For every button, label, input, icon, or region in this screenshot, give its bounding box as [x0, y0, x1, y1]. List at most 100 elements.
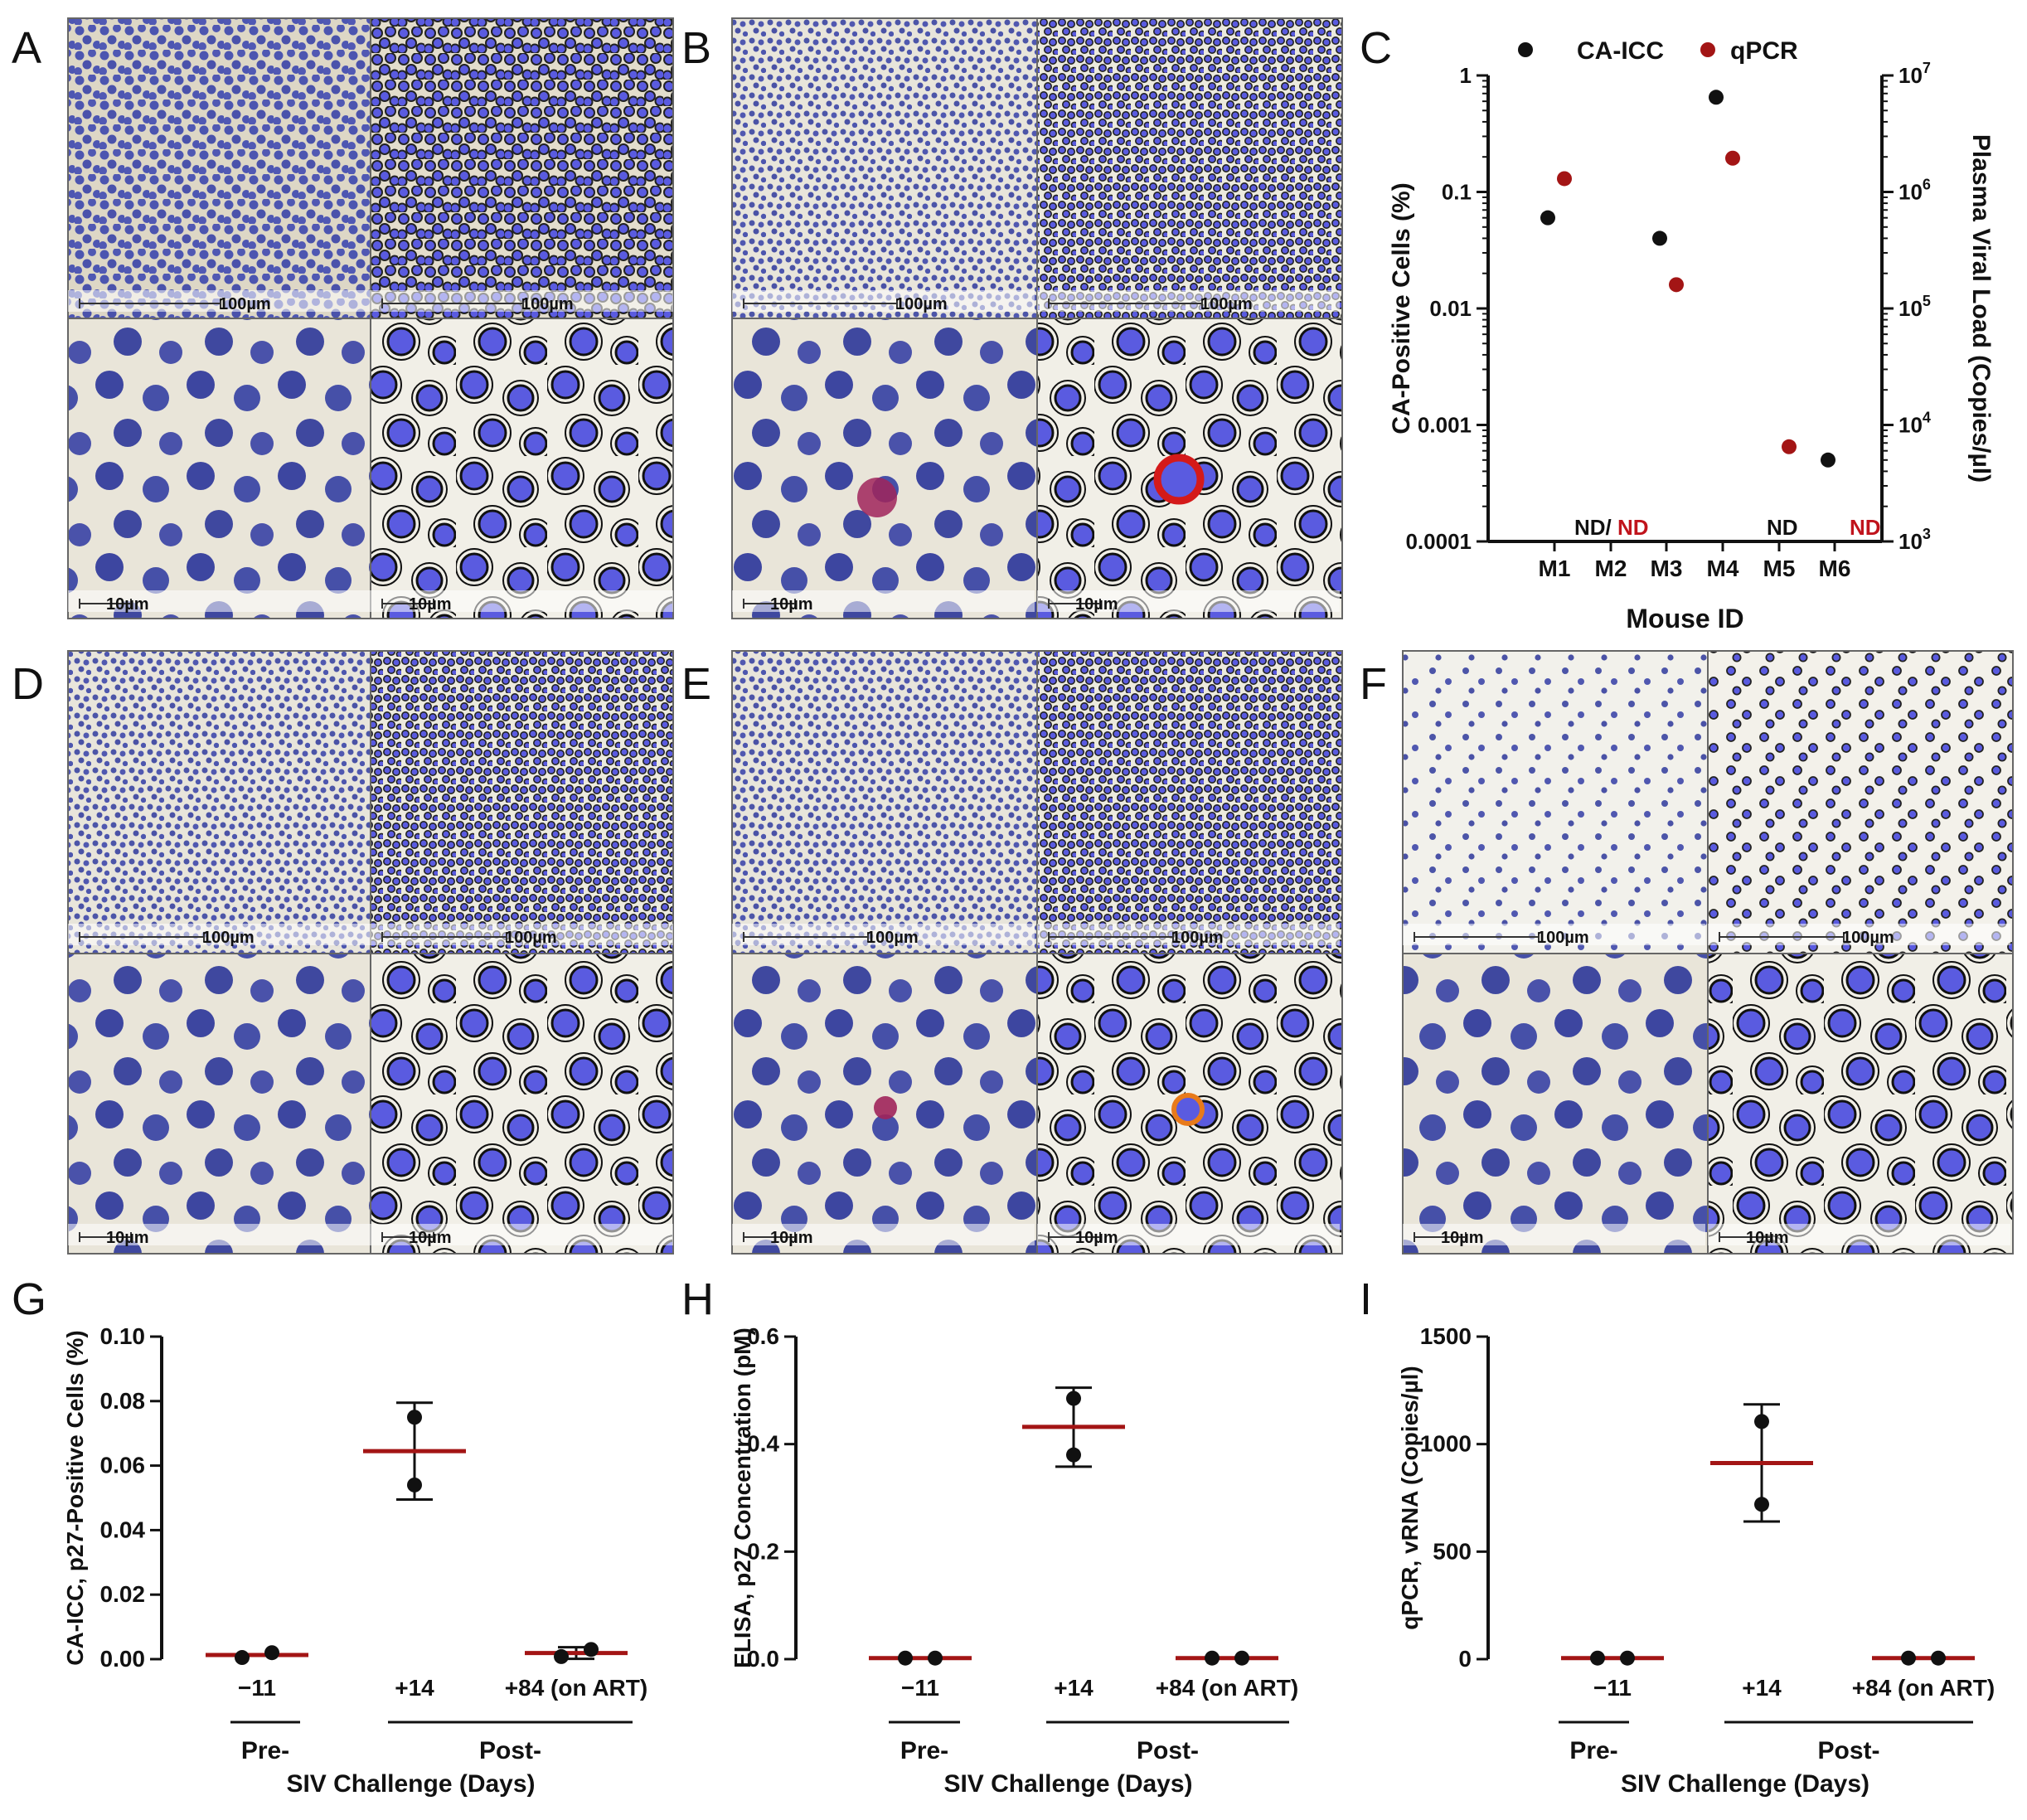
- c-x-tick-label: M6: [1819, 556, 1851, 581]
- micrograph-panel-e: [731, 650, 1343, 1255]
- c-legend-label-ca-icc: CA-ICC: [1577, 37, 1664, 65]
- g-data-point: [584, 1642, 599, 1657]
- micrograph-f-bottom-right: [1708, 954, 2013, 1254]
- scale-bar-label: 10µm: [1075, 595, 1118, 614]
- c-left-tick-label: 0.0001: [1405, 529, 1472, 554]
- scale-bar-backdrop: [1037, 924, 1340, 945]
- panel-label-e: E: [681, 659, 711, 709]
- i-data-point: [1620, 1650, 1635, 1666]
- g-y-tick-label: 0.00: [100, 1646, 146, 1672]
- scale-bar-backdrop: [1403, 1224, 1705, 1245]
- scale-bar-label: 100µm: [1200, 295, 1253, 313]
- micrograph-d-top-left: [68, 651, 371, 954]
- h-pre-label: Pre-: [900, 1737, 948, 1764]
- g-y-tick-label: 0.10: [100, 1323, 146, 1349]
- c-point-qpcr: [1725, 150, 1740, 166]
- c-right-tick-label: 103: [1898, 526, 1931, 554]
- micrograph-b-top-right: [1037, 18, 1342, 318]
- c-right-tick-label: 105: [1898, 293, 1931, 321]
- micrograph-panel-f: [1402, 650, 2014, 1255]
- i-y-tick-label: 1000: [1420, 1431, 1472, 1457]
- g-y-tick-label: 0.02: [100, 1581, 146, 1607]
- micrograph-b-top-left: [732, 18, 1037, 318]
- c-legend-label-qpcr: qPCR: [1730, 37, 1798, 65]
- h-x-tick-label: −11: [901, 1675, 939, 1701]
- scale-bar-backdrop: [1708, 1224, 2010, 1245]
- micrograph-a-bottom-right: [371, 318, 673, 619]
- i-y-axis-label: qPCR, vRNA (Copies/µl): [1397, 1366, 1423, 1629]
- c-point-qpcr: [1782, 439, 1797, 454]
- h-x-axis-label: SIV Challenge (Days): [943, 1770, 1192, 1798]
- panel-label-h: H: [681, 1274, 714, 1324]
- c-right-tick-label: 106: [1898, 177, 1931, 205]
- scale-bar-label: 10µm: [1441, 1229, 1484, 1247]
- scale-bar-label: 100µm: [521, 295, 574, 313]
- micrograph-a-top-right: [371, 18, 673, 318]
- scale-bar-label: 10µm: [770, 595, 813, 614]
- g-data-point: [407, 1477, 422, 1492]
- scale-bar-label: 100µm: [866, 929, 919, 947]
- micrograph-b-bottom-left: [732, 318, 1037, 619]
- h-y-tick-label: 0.4: [747, 1431, 779, 1457]
- panel-label-f: F: [1360, 659, 1387, 709]
- i-data-point: [1590, 1650, 1605, 1666]
- positive-cell-segmented-orange: [1171, 1093, 1205, 1126]
- c-legend-marker-ca-icc: [1518, 42, 1533, 57]
- scale-bar-backdrop: [1037, 290, 1340, 312]
- g-y-axis-label: CA-ICC, p27-Positive Cells (%): [62, 1330, 88, 1666]
- scale-bar-backdrop: [1037, 1224, 1340, 1245]
- micrograph-panel-d: [67, 650, 674, 1255]
- panel-label-g: G: [12, 1274, 46, 1324]
- scale-bar-label: 100µm: [1171, 929, 1224, 947]
- scale-bar-backdrop: [732, 590, 1035, 612]
- c-x-tick-label: M1: [1539, 556, 1571, 581]
- i-data-point: [1901, 1650, 1916, 1666]
- scale-bar-label: 10µm: [770, 1229, 813, 1247]
- c-point-ca-icc: [1540, 210, 1555, 226]
- i-data-point: [1754, 1497, 1769, 1512]
- g-x-tick-label: +14: [395, 1675, 434, 1701]
- i-post-label: Post-: [1818, 1737, 1880, 1764]
- g-post-label: Post-: [479, 1737, 541, 1764]
- panel-label-a: A: [12, 23, 41, 73]
- positive-cell-segmented-red: [1153, 454, 1205, 505]
- h-y-tick-label: 0.2: [747, 1538, 779, 1564]
- scale-bar-backdrop: [732, 290, 1035, 312]
- h-x-tick-label: +84 (on ART): [1156, 1675, 1298, 1701]
- h-data-point: [1066, 1447, 1081, 1463]
- c-left-tick-label: 1: [1460, 63, 1472, 88]
- scale-bar-label: 100µm: [1537, 929, 1589, 947]
- i-x-axis-label: SIV Challenge (Days): [1621, 1770, 1869, 1798]
- h-y-tick-label: 0.6: [747, 1323, 779, 1349]
- c-point-qpcr: [1557, 171, 1572, 187]
- c-left-tick-label: 0.01: [1429, 296, 1472, 321]
- scale-bar-backdrop: [371, 590, 673, 612]
- micrograph-d-bottom-right: [371, 954, 673, 1254]
- c-right-tick-label: 104: [1898, 410, 1931, 438]
- i-y-tick-label: 0: [1458, 1646, 1472, 1672]
- i-data-point: [1754, 1414, 1769, 1429]
- i-y-tick-label: 500: [1433, 1538, 1472, 1564]
- h-post-label: Post-: [1137, 1737, 1199, 1764]
- micrograph-panel-a: [67, 17, 674, 619]
- scale-bar-label: 10µm: [409, 595, 452, 614]
- panel-label-d: D: [12, 659, 44, 709]
- h-y-axis-label: ELISA, p27 Concentration (pM): [730, 1327, 755, 1668]
- scale-bar-label: 10µm: [106, 1229, 149, 1247]
- scale-bar-backdrop: [732, 924, 1035, 945]
- i-x-tick-label: −11: [1593, 1675, 1632, 1701]
- c-x-tick-label: M3: [1651, 556, 1683, 581]
- scale-bar-backdrop: [68, 924, 371, 945]
- c-point-ca-icc: [1709, 90, 1724, 105]
- c-nd-label-m2-black: ND/: [1574, 515, 1612, 540]
- c-left-axis-label: CA-Positive Cells (%): [1388, 182, 1415, 434]
- g-data-point: [407, 1410, 422, 1425]
- panel-label-i: I: [1360, 1274, 1372, 1324]
- g-x-tick-label: +84 (on ART): [505, 1675, 647, 1701]
- c-right-axis-label: Plasma Viral Load (Copies/µl): [1967, 134, 1995, 483]
- c-x-tick-label: M5: [1763, 556, 1796, 581]
- micrograph-panel-b: [731, 17, 1343, 619]
- i-data-point: [1931, 1650, 1946, 1666]
- micrograph-e-top-left: [732, 651, 1037, 954]
